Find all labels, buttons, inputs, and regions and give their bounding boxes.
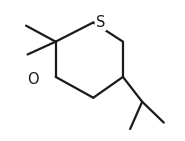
Text: S: S bbox=[96, 15, 105, 30]
Text: O: O bbox=[27, 72, 39, 87]
